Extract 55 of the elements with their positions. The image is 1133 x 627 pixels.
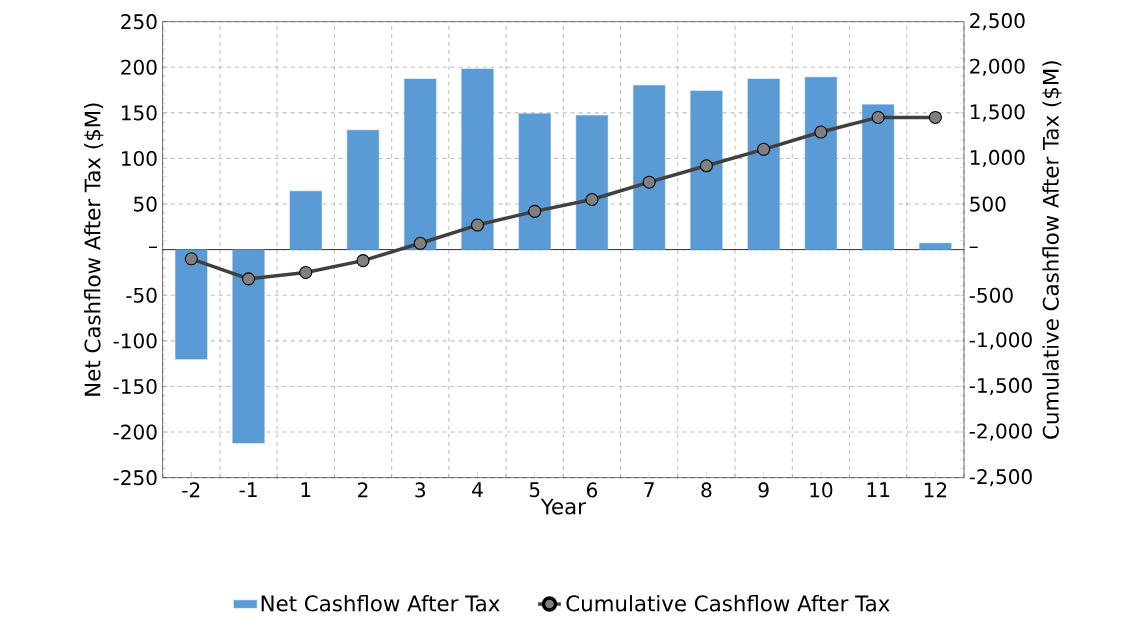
x-tick-label: -2: [182, 482, 200, 498]
x-tick-label: 3: [415, 482, 425, 498]
y-axis-title: Net Cashflow After Tax ($M): [84, 103, 104, 396]
x-tick-label: 9: [758, 482, 769, 498]
y-tick-label: -200: [113, 424, 157, 440]
y-tick-label: 100: [121, 150, 157, 167]
bar: [461, 68, 494, 250]
x-axis-title: Year: [540, 498, 586, 515]
bar: [633, 85, 666, 250]
bar: [862, 104, 895, 250]
y2-tick-label: 1,500: [970, 104, 1025, 122]
y2-axis-title: Cumulative Cashflow After Tax ($M): [1042, 61, 1062, 439]
y2-tick-label: -1,500: [969, 377, 1032, 396]
x-tick-label: 6: [586, 482, 598, 498]
y2-tick-label: 500: [970, 196, 1006, 212]
x-tick-label: 8: [701, 482, 712, 498]
y2-tick-label: 2,500: [970, 13, 1025, 31]
y-tick-label: -100: [113, 333, 157, 349]
bar: [232, 249, 265, 444]
bar: [175, 249, 208, 360]
y-tick-label: 250: [121, 14, 157, 30]
x-tick-label: 11: [867, 482, 890, 497]
y2-tick-label: 2,000: [970, 58, 1025, 76]
y2-tick-label: -1,000: [969, 332, 1032, 350]
bar: [919, 243, 952, 250]
y-tick-label: 50: [134, 196, 157, 212]
y-tick-label: –: [148, 246, 157, 248]
y-tick-label: -150: [113, 378, 157, 395]
legend-label: Cumulative Cashflow After Tax: [566, 594, 890, 612]
bar: [346, 129, 380, 250]
bar: [804, 77, 837, 250]
y-tick-label: -250: [113, 470, 157, 486]
x-tick-label: 12: [924, 482, 947, 498]
x-tick-label: 10: [810, 482, 833, 498]
y2-tick-label: -2,000: [969, 423, 1032, 441]
x-tick-label: 2: [358, 482, 368, 498]
bar: [575, 115, 608, 250]
y2-tick-label: -2,500: [969, 469, 1032, 487]
x-tick-label: 1: [301, 482, 311, 497]
bar: [747, 78, 780, 250]
y2-tick-label: 1,000: [970, 149, 1025, 168]
x-tick-label: 5: [529, 482, 540, 498]
bar: [690, 90, 723, 250]
bar: [289, 191, 322, 250]
x-tick-label: 4: [472, 482, 483, 497]
x-tick-label: -1: [239, 482, 257, 497]
x-tick-label: 7: [644, 482, 654, 497]
legend-label: Net Cashflow After Tax: [261, 594, 500, 612]
y-tick-label: -50: [126, 287, 157, 303]
y2-tick-label: –: [969, 246, 978, 248]
bar: [518, 113, 551, 250]
y2-tick-label: -500: [969, 287, 1013, 303]
y-tick-label: 150: [121, 105, 157, 121]
bar: [404, 78, 437, 250]
y-tick-label: 200: [121, 59, 157, 75]
